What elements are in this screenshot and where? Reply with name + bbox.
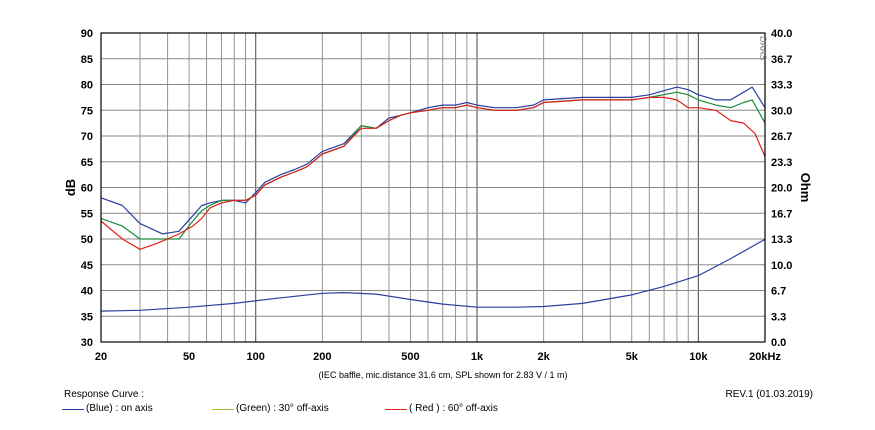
- legend-item-green: (Green) : 30° off-axis: [212, 403, 329, 415]
- legend-label: (Green) : 30° off-axis: [236, 403, 329, 414]
- y-tick-label: 50: [81, 234, 93, 246]
- chart-grid: [101, 33, 765, 342]
- x-tick-label: 1k: [471, 351, 484, 363]
- legend-item-blue: (Blue) : on axis: [62, 403, 153, 415]
- watermark: DAAS: [758, 36, 768, 61]
- revision-label: REV.1 (01.03.2019): [725, 389, 813, 400]
- x-tick-label: 2k: [538, 351, 551, 363]
- y-tick-label: 55: [81, 208, 93, 220]
- y-tick-label: 40: [81, 286, 93, 298]
- y-tick-label: 85: [81, 54, 93, 66]
- y-tick-label: 35: [81, 311, 93, 323]
- y-right-tick-label: 0.0: [771, 337, 786, 349]
- y-right-tick-label: 33.3: [771, 80, 792, 92]
- x-tick-label: 50: [183, 351, 195, 363]
- y-right-tick-label: 13.3: [771, 234, 792, 246]
- x-tick-label: 5k: [626, 351, 639, 363]
- y-tick-label: 90: [81, 28, 93, 40]
- y-tick-label: 45: [81, 260, 93, 272]
- y-right-tick-label: 16.7: [771, 208, 792, 220]
- legend-label: ( Red ) : 60° off-axis: [409, 403, 498, 414]
- plot-frame: [100, 32, 766, 343]
- y-tick-label: 65: [81, 157, 93, 169]
- chart-series: [100, 86, 766, 312]
- y-right-tick-label: 26.7: [771, 131, 792, 143]
- legend-swatch: [385, 408, 407, 410]
- y-right-tick-label: 10.0: [771, 260, 792, 272]
- measurement-note: (IEC baffle, mic.distance 31.6 cm, SPL s…: [318, 370, 567, 380]
- frequency-response-chart: 20 50 100 200 500 1k 2k 5k 10k 20kHz 90 85 80 75 70 65 6…: [63, 28, 813, 380]
- series-impedance-line: [100, 238, 766, 312]
- y-tick-label: 75: [81, 105, 93, 117]
- y-tick-label: 80: [81, 80, 93, 92]
- y-right-tick-label: 30.0: [771, 105, 792, 117]
- x-tick-label: 10k: [689, 351, 708, 363]
- x-tick-label: 20: [95, 351, 107, 363]
- y-tick-label: 30: [81, 337, 93, 349]
- y-axis-right-label: Ohm: [798, 173, 813, 203]
- y-right-tick-label: 3.3: [771, 311, 786, 323]
- x-tick-label: 100: [247, 351, 265, 363]
- legend-label: (Blue) : on axis: [86, 403, 153, 414]
- x-tick-label: 500: [401, 351, 419, 363]
- series-green-line: [100, 91, 766, 240]
- y-right-tick-label: 20.0: [771, 183, 792, 195]
- y-right-tick-label: 6.7: [771, 286, 786, 298]
- x-tick-label: 200: [313, 351, 331, 363]
- y-right-tick-label: 23.3: [771, 157, 792, 169]
- y-right-tick-label: 36.7: [771, 54, 792, 66]
- legend-title: Response Curve :: [64, 389, 145, 400]
- series-red-line: [100, 96, 766, 250]
- y-tick-label: 60: [81, 183, 93, 195]
- y-axis-label: dB: [63, 179, 78, 196]
- chart-tick-labels: 20 50 100 200 500 1k 2k 5k 10k 20kHz 90 85 80 75 70 65 6…: [81, 28, 793, 363]
- legend-swatch: [62, 408, 84, 410]
- y-right-tick-label: 40.0: [771, 28, 792, 40]
- y-tick-label: 70: [81, 131, 93, 143]
- x-tick-label: 20kHz: [749, 351, 781, 363]
- legend-item-red: ( Red ) : 60° off-axis: [385, 403, 498, 415]
- legend-swatch: [212, 408, 234, 410]
